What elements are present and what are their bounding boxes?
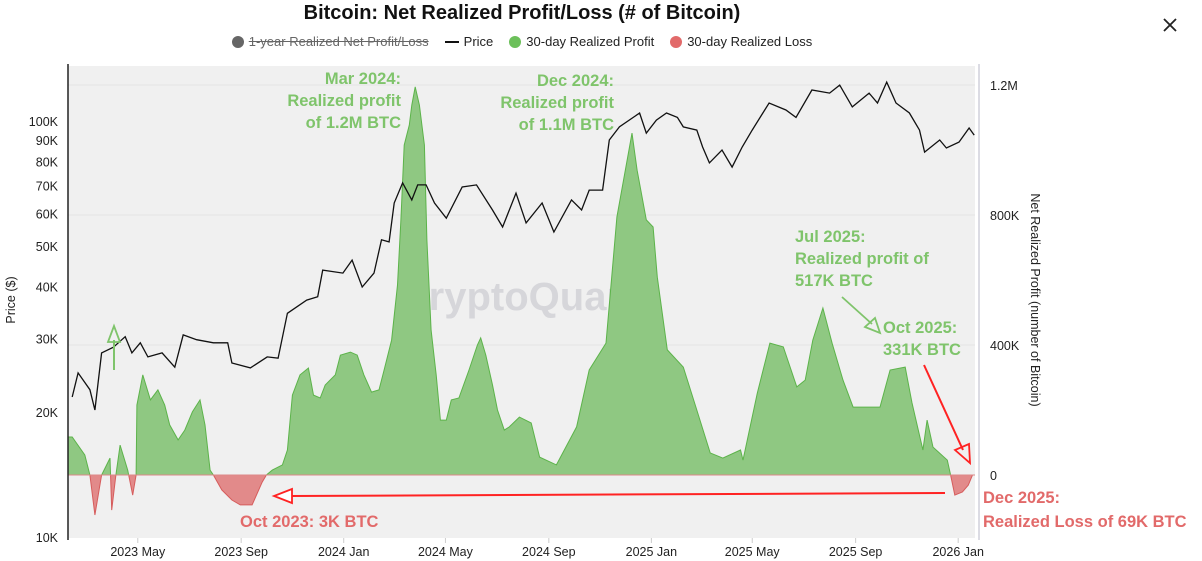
- legend-marker-icon: [670, 35, 683, 48]
- watermark: CryptoQuant: [400, 275, 644, 319]
- profit-area: [68, 86, 974, 475]
- arrow-head-icon: [271, 487, 293, 505]
- left-tick-label: 90K: [36, 134, 59, 148]
- left-tick-label: 80K: [36, 155, 59, 169]
- left-tick-label: 50K: [36, 240, 59, 254]
- red-horizontal-arrow: [289, 492, 946, 497]
- left-tick-label: 10K: [36, 531, 59, 545]
- plot-area: [68, 66, 975, 538]
- arrow-head-icon: [863, 316, 882, 335]
- annotation-dec-2025: Dec 2025: Realized Loss of 69K BTC: [983, 489, 1187, 531]
- right-axis-title: Net Realized Profit (number of Bitcoin): [1028, 193, 1042, 406]
- right-tick-label: 0: [990, 469, 997, 483]
- legend-item-1y-net[interactable]: 1-year Realized Net Profit/Loss: [231, 34, 429, 49]
- legend-item-loss[interactable]: 30-day Realized Loss: [670, 34, 812, 49]
- x-tick-label: 2025 May: [725, 545, 781, 559]
- left-axis-title: Price ($): [4, 276, 18, 323]
- left-tick-label: 100K: [29, 115, 59, 129]
- annotation-oct-2023: Oct 2023: 3K BTC: [240, 513, 379, 531]
- x-tick-label: 2026 Jan: [932, 545, 983, 559]
- legend: 1-year Realized Net Profit/Loss Price 30…: [0, 34, 1044, 49]
- price-line: [71, 80, 975, 411]
- legend-line-icon: [444, 40, 459, 43]
- left-tick-label: 70K: [36, 179, 59, 193]
- right-tick-label: 800K: [990, 209, 1020, 223]
- annotation-oct-2025: Oct 2025: 331K BTC: [883, 319, 961, 359]
- loss-area: [68, 475, 974, 516]
- legend-label: Price: [463, 34, 494, 49]
- x-tick-label: 2025 Sep: [829, 545, 883, 559]
- green-diagonal-arrow: [841, 296, 873, 325]
- annotation-dec-2024: Dec 2024: Realized profit of 1.1M BTC: [500, 72, 614, 134]
- right-tick-label: 400K: [990, 339, 1020, 353]
- legend-item-price[interactable]: Price: [444, 34, 494, 49]
- x-tick-label: 2024 Sep: [522, 545, 576, 559]
- legend-label: 1-year Realized Net Profit/Loss: [248, 34, 429, 49]
- legend-label: 30-day Realized Profit: [526, 34, 655, 49]
- annotation-arrows: [106, 296, 972, 505]
- arrow-head-icon: [953, 442, 972, 466]
- red-diagonal-arrow: [923, 364, 964, 451]
- legend-marker-icon: [509, 35, 522, 48]
- x-tick-label: 2023 Sep: [214, 545, 268, 559]
- legend-label: 30-day Realized Loss: [687, 34, 813, 49]
- left-tick-label: 30K: [36, 333, 59, 347]
- annotation-mar-2024: Mar 2024: Realized profit of 1.2M BTC: [287, 70, 401, 132]
- x-tick-label: 2024 May: [418, 545, 474, 559]
- x-tick-label: 2025 Jan: [626, 545, 677, 559]
- x-tick-label: 2023 May: [110, 545, 166, 559]
- arrow-head-icon: [106, 323, 122, 343]
- annotation-jul-2025: Jul 2025: Realized profit of 517K BTC: [795, 228, 929, 290]
- left-tick-label: 40K: [36, 281, 59, 295]
- left-tick-label: 60K: [36, 207, 59, 221]
- chart-title: Bitcoin: Net Realized Profit/Loss (# of …: [303, 2, 741, 24]
- close-icon[interactable]: [1158, 13, 1182, 37]
- legend-marker-icon: [231, 35, 244, 48]
- left-tick-label: 20K: [36, 406, 59, 420]
- x-tick-label: 2024 Jan: [318, 545, 369, 559]
- right-tick-label: 1.2M: [990, 79, 1018, 93]
- legend-item-profit[interactable]: 30-day Realized Profit: [509, 34, 654, 49]
